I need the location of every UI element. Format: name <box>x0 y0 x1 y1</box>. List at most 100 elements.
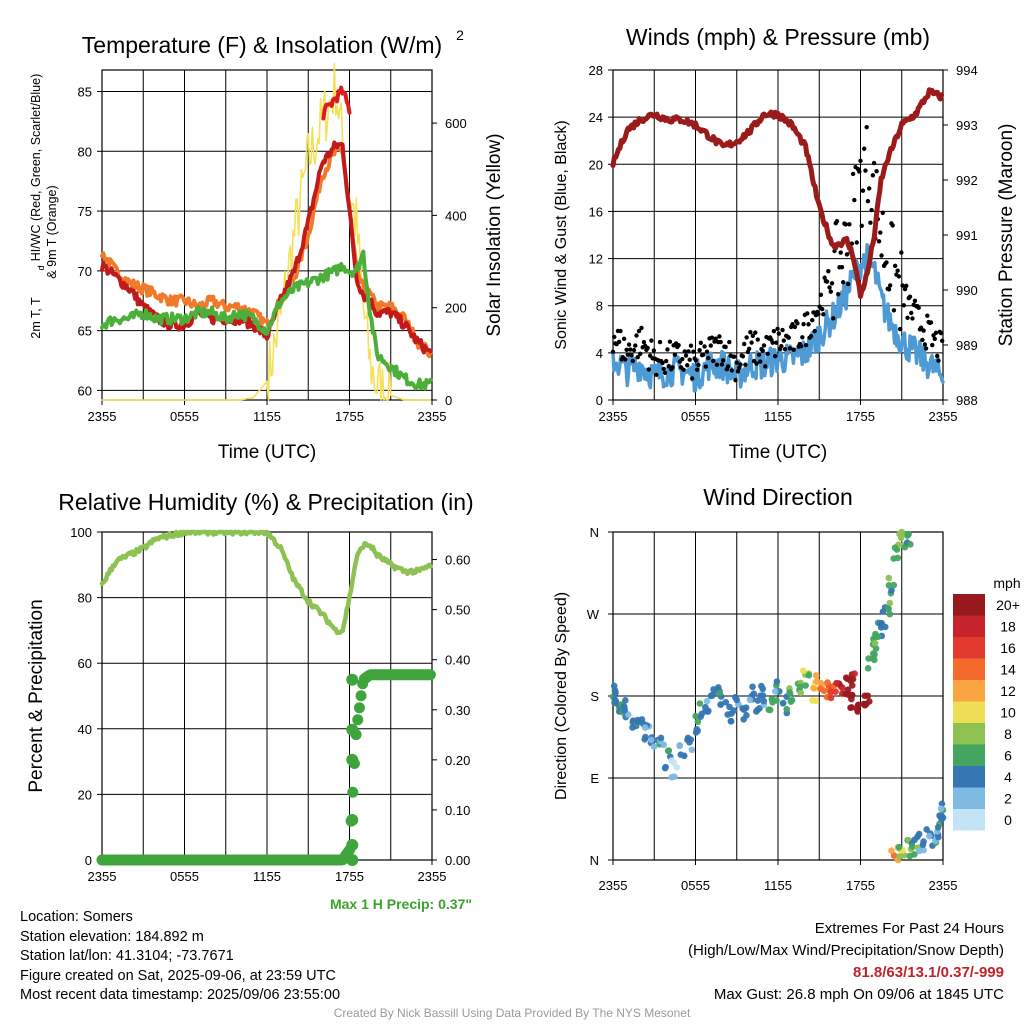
gust-point <box>746 346 752 352</box>
colorbar-swatch <box>953 637 985 659</box>
gust-point <box>916 305 921 310</box>
gust-point <box>870 173 876 178</box>
direction-point <box>886 610 894 618</box>
colorbar-label: 0 <box>1004 812 1012 828</box>
direction-point <box>732 693 739 701</box>
gust-point <box>891 308 897 313</box>
colorbar-label: 18 <box>1000 619 1016 635</box>
gust-point <box>886 287 892 292</box>
direction-point <box>760 697 768 705</box>
gust-point <box>838 250 843 255</box>
direction-point <box>907 541 914 548</box>
precip-point <box>355 690 367 702</box>
gust-point <box>734 360 739 365</box>
gust-point <box>690 376 695 381</box>
colorbar-swatch <box>953 680 985 702</box>
direction-point <box>766 706 774 714</box>
direction-point <box>890 852 898 859</box>
gust-point <box>821 312 826 317</box>
gust-point <box>763 364 768 369</box>
direction-point <box>650 743 658 750</box>
gust-point <box>860 188 866 193</box>
y2-tick-label: 0.40 <box>445 653 470 668</box>
gust-point <box>858 158 863 164</box>
y2-tick-label: 993 <box>956 118 978 133</box>
gust-point <box>693 358 699 363</box>
x-tick-label: 1755 <box>846 878 875 893</box>
colorbar-label: 6 <box>1004 748 1012 764</box>
gust-point <box>780 327 785 333</box>
colorbar-swatch <box>953 723 985 745</box>
gust-point <box>623 357 628 362</box>
gust-point <box>743 362 748 367</box>
direction-point <box>847 704 854 712</box>
gust-point <box>661 366 666 372</box>
gust-point <box>836 291 841 297</box>
direction-point <box>848 691 856 699</box>
y-axis-label: Direction (Colored By Speed) <box>553 592 570 800</box>
colorbar-swatch <box>953 658 985 680</box>
direction-point <box>926 832 933 840</box>
direction-point <box>688 746 696 754</box>
colorbar-swatch <box>953 594 985 616</box>
gust-point <box>876 239 882 244</box>
gust-point <box>822 275 827 280</box>
gust-point <box>694 367 700 372</box>
gust-point <box>805 311 810 316</box>
gust-point <box>634 333 639 338</box>
gust-point <box>786 335 791 340</box>
gust-point <box>680 356 685 362</box>
direction-point <box>851 670 858 678</box>
gust-point <box>761 343 767 348</box>
precip-point <box>353 702 365 714</box>
max-precip-annotation: Max 1 H Precip: 0.37" <box>330 896 472 912</box>
station-info: Location: Somers Station elevation: 184.… <box>20 908 340 1006</box>
direction-point <box>890 581 898 589</box>
gust-point <box>686 349 691 354</box>
colorbar-swatch <box>953 809 985 831</box>
gust-point <box>839 264 845 270</box>
gust-point <box>629 352 634 358</box>
precip-point <box>346 838 359 851</box>
gust-point <box>900 283 905 288</box>
y-tick-label: 28 <box>589 63 603 78</box>
gust-point <box>616 339 622 344</box>
gust-point <box>654 372 659 377</box>
y2-tick-label: 991 <box>956 228 978 243</box>
chart-title: Wind Direction <box>703 484 853 510</box>
created-text: Figure created on Sat, 2025-09-06, at 23… <box>20 967 336 984</box>
gust-point <box>696 362 701 368</box>
y2-axis-label: Station Pressure (Maroon) <box>996 124 1017 347</box>
gust-point <box>740 354 746 359</box>
gust-point <box>754 361 759 366</box>
gust-point <box>723 344 728 350</box>
gust-point <box>702 344 707 349</box>
direction-point <box>890 555 897 562</box>
gust-point <box>646 367 652 372</box>
gust-point <box>907 294 913 299</box>
direction-point <box>740 715 747 723</box>
title-superscript: 2 <box>456 27 464 43</box>
y2-tick-label: 988 <box>956 393 978 408</box>
gust-point <box>718 339 723 345</box>
direction-point <box>895 843 903 851</box>
gust-point <box>852 197 857 203</box>
direction-point <box>692 729 700 736</box>
x-tick-label: 2355 <box>88 869 117 884</box>
direction-point <box>610 682 618 690</box>
gust-point <box>735 369 741 374</box>
gust-point <box>869 207 874 213</box>
gust-point <box>709 335 715 340</box>
gust-point <box>896 274 902 279</box>
colorbar-label: 2 <box>1004 791 1012 807</box>
direction-point <box>786 689 793 696</box>
gust-point <box>854 240 859 245</box>
direction-point <box>878 619 885 627</box>
gust-point <box>884 260 889 265</box>
direction-point <box>664 747 672 755</box>
direction-point <box>673 764 681 771</box>
direction-point <box>703 697 711 705</box>
y2-tick-label: 989 <box>956 338 978 353</box>
gust-point <box>844 252 850 257</box>
latlon-text: Station lat/lon: 41.3104; -73.7671 <box>20 948 234 964</box>
